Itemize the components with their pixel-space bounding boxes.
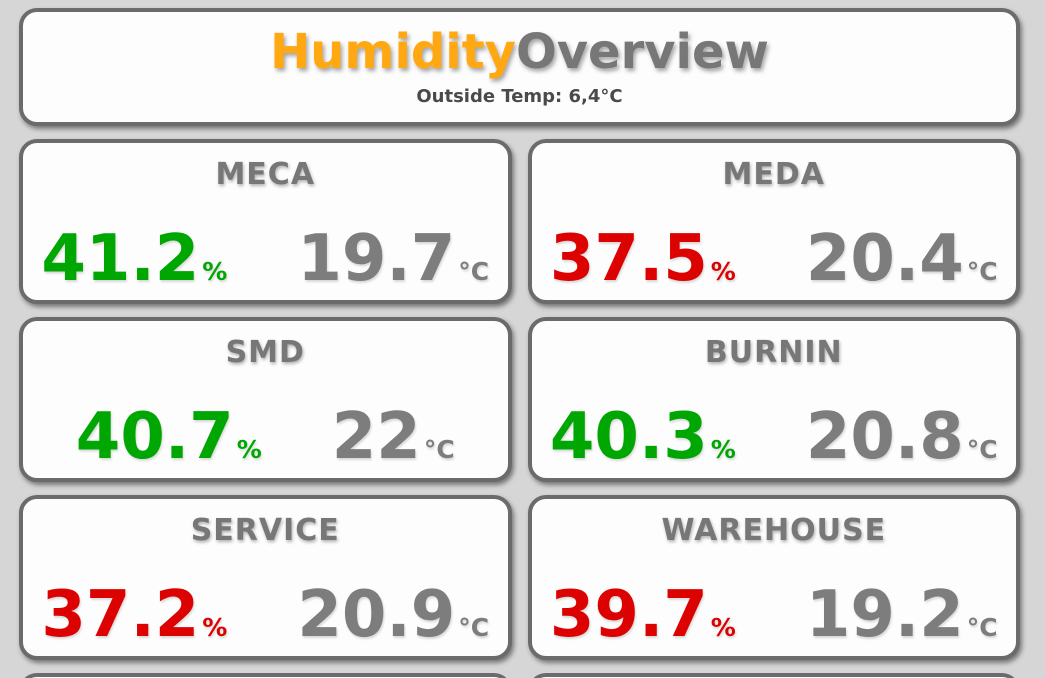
humidity-value: 39.7 bbox=[549, 578, 708, 653]
partial-card bbox=[527, 673, 1020, 678]
room-card-meda[interactable]: MEDA 37.5 % 20.4 °C bbox=[527, 139, 1020, 304]
humidity-unit: % bbox=[202, 613, 228, 643]
page-title-rest: Overview bbox=[515, 23, 769, 80]
temperature-reading: 19.7 °C bbox=[297, 222, 490, 297]
page-title: HumidityOverview bbox=[270, 28, 769, 76]
room-name: SMD bbox=[225, 335, 305, 370]
room-name: BURNIN bbox=[704, 335, 843, 370]
temperature-value: 19.7 bbox=[297, 222, 456, 297]
partial-card bbox=[19, 673, 512, 678]
room-name: MECA bbox=[215, 157, 316, 192]
room-card-meca[interactable]: MECA 41.2 % 19.7 °C bbox=[19, 139, 512, 304]
room-values: 37.5 % 20.4 °C bbox=[542, 222, 1007, 297]
humidity-value: 40.7 bbox=[75, 400, 234, 475]
room-card-warehouse[interactable]: WAREHOUSE 39.7 % 19.2 °C bbox=[527, 495, 1020, 660]
partial-next-row bbox=[19, 673, 1020, 678]
room-name: SERVICE bbox=[190, 513, 340, 548]
temperature-unit: °C bbox=[966, 257, 998, 287]
room-card-burnin[interactable]: BURNIN 40.3 % 20.8 °C bbox=[527, 317, 1020, 482]
humidity-value: 37.2 bbox=[41, 578, 200, 653]
temperature-unit: °C bbox=[966, 613, 998, 643]
humidity-unit: % bbox=[202, 257, 228, 287]
humidity-reading: 40.3 % bbox=[549, 400, 736, 475]
temperature-unit: °C bbox=[458, 257, 490, 287]
room-values: 40.3 % 20.8 °C bbox=[542, 400, 1007, 475]
room-values: 37.2 % 20.9 °C bbox=[33, 578, 498, 653]
humidity-reading: 39.7 % bbox=[549, 578, 736, 653]
humidity-reading: 41.2 % bbox=[41, 222, 228, 297]
humidity-value: 40.3 bbox=[549, 400, 708, 475]
outside-temp-label: Outside Temp: 6,4°C bbox=[416, 85, 623, 107]
temperature-value: 22 bbox=[331, 400, 421, 475]
room-values: 41.2 % 19.7 °C bbox=[33, 222, 498, 297]
room-values: 39.7 % 19.2 °C bbox=[542, 578, 1007, 653]
temperature-value: 20.8 bbox=[805, 400, 964, 475]
page-title-accent: Humidity bbox=[270, 23, 516, 80]
temperature-reading: 20.9 °C bbox=[297, 578, 490, 653]
temperature-reading: 20.4 °C bbox=[805, 222, 998, 297]
temperature-value: 19.2 bbox=[805, 578, 964, 653]
room-name: WAREHOUSE bbox=[661, 513, 887, 548]
humidity-unit: % bbox=[710, 613, 736, 643]
temperature-unit: °C bbox=[458, 613, 490, 643]
temperature-reading: 22 °C bbox=[331, 400, 455, 475]
temperature-reading: 19.2 °C bbox=[805, 578, 998, 653]
humidity-value: 37.5 bbox=[549, 222, 708, 297]
humidity-reading: 37.2 % bbox=[41, 578, 228, 653]
temperature-value: 20.9 bbox=[297, 578, 456, 653]
humidity-reading: 37.5 % bbox=[549, 222, 736, 297]
room-name: MEDA bbox=[722, 157, 825, 192]
temperature-unit: °C bbox=[423, 435, 455, 465]
humidity-reading: 40.7 % bbox=[75, 400, 262, 475]
temperature-reading: 20.8 °C bbox=[805, 400, 998, 475]
humidity-unit: % bbox=[710, 257, 736, 287]
temperature-unit: °C bbox=[966, 435, 998, 465]
humidity-unit: % bbox=[710, 435, 736, 465]
room-card-smd[interactable]: SMD 40.7 % 22 °C bbox=[19, 317, 512, 482]
humidity-value: 41.2 bbox=[41, 222, 200, 297]
temperature-value: 20.4 bbox=[805, 222, 964, 297]
cards-grid: MECA 41.2 % 19.7 °C MEDA 37.5 % 20.4 °C bbox=[19, 139, 1020, 660]
room-values: 40.7 % 22 °C bbox=[33, 400, 498, 475]
header-card: HumidityOverview Outside Temp: 6,4°C bbox=[19, 8, 1020, 126]
humidity-unit: % bbox=[236, 435, 262, 465]
room-card-service[interactable]: SERVICE 37.2 % 20.9 °C bbox=[19, 495, 512, 660]
